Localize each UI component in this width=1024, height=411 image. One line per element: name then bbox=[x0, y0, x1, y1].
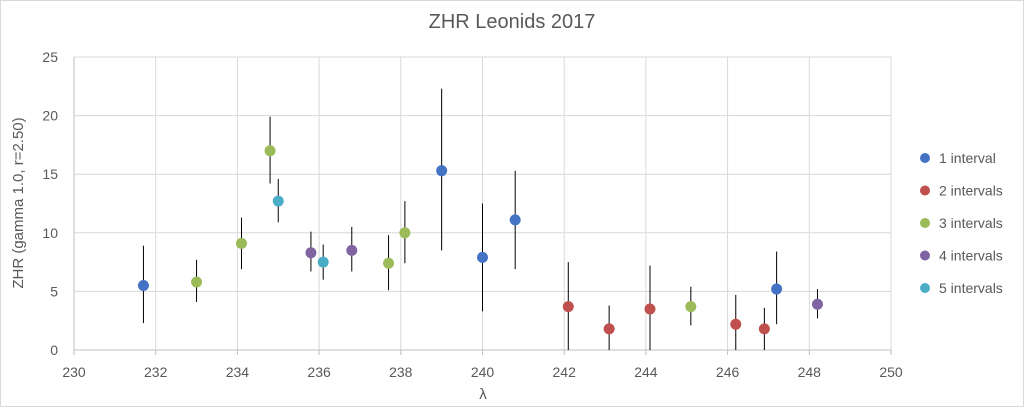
tick-labels: 230 232 234 236 238 240 242 244 246 248 250 0 5 10 15 2… bbox=[42, 49, 902, 380]
y-tick-label: 10 bbox=[42, 225, 58, 241]
y-tick-label: 25 bbox=[42, 49, 58, 65]
legend-label: 3 intervals bbox=[939, 215, 1003, 231]
legend: 1 interval 2 intervals 3 intervals 4 interv… bbox=[920, 150, 1003, 296]
data-point bbox=[264, 145, 276, 157]
legend-label: 5 intervals bbox=[939, 280, 1003, 296]
data-point bbox=[272, 195, 284, 207]
data-point bbox=[771, 283, 783, 295]
x-tick-label: 244 bbox=[634, 364, 658, 380]
legend-marker bbox=[920, 153, 930, 163]
data-points bbox=[137, 145, 823, 335]
x-tick-label: 238 bbox=[389, 364, 413, 380]
x-tick-label: 236 bbox=[307, 364, 331, 380]
data-point bbox=[562, 301, 574, 313]
x-tick-label: 250 bbox=[879, 364, 903, 380]
data-point bbox=[305, 247, 317, 259]
data-point bbox=[191, 276, 203, 288]
data-point bbox=[603, 323, 615, 335]
x-tick-label: 240 bbox=[471, 364, 495, 380]
data-point bbox=[436, 165, 448, 177]
data-point bbox=[137, 280, 149, 292]
gridlines bbox=[74, 56, 892, 350]
y-tick-label: 5 bbox=[50, 283, 58, 299]
x-tick-label: 248 bbox=[798, 364, 822, 380]
x-tick-label: 246 bbox=[716, 364, 740, 380]
legend-marker bbox=[920, 250, 930, 261]
legend-marker bbox=[920, 185, 930, 196]
data-point bbox=[644, 303, 656, 315]
data-point bbox=[235, 237, 247, 249]
y-axis-title: ZHR (gamma 1.0, r=2.50) bbox=[10, 117, 27, 288]
legend-label: 2 intervals bbox=[939, 183, 1003, 199]
y-tick-label: 0 bbox=[50, 342, 58, 358]
data-point bbox=[758, 323, 770, 335]
y-tick-label: 15 bbox=[42, 166, 58, 182]
error-bars bbox=[142, 88, 818, 350]
legend-label: 4 intervals bbox=[939, 248, 1003, 264]
data-point bbox=[399, 227, 411, 239]
y-tick-label: 20 bbox=[42, 108, 58, 124]
x-tick-label: 232 bbox=[144, 364, 168, 380]
data-point bbox=[477, 251, 488, 263]
axes bbox=[73, 57, 892, 355]
data-point bbox=[317, 256, 329, 268]
x-tick-label: 242 bbox=[553, 364, 577, 380]
data-point bbox=[685, 301, 697, 313]
data-point bbox=[811, 298, 823, 310]
x-tick-label: 234 bbox=[226, 364, 250, 380]
chart-title: ZHR Leonids 2017 bbox=[429, 11, 596, 33]
x-axis-title: λ bbox=[479, 386, 487, 403]
data-point bbox=[509, 214, 521, 226]
x-tick-label: 230 bbox=[62, 364, 86, 380]
legend-label: 1 interval bbox=[939, 150, 996, 166]
data-point bbox=[730, 318, 742, 330]
legend-marker bbox=[920, 283, 930, 293]
data-point bbox=[346, 244, 358, 256]
legend-marker bbox=[920, 218, 930, 228]
data-point bbox=[383, 257, 395, 269]
